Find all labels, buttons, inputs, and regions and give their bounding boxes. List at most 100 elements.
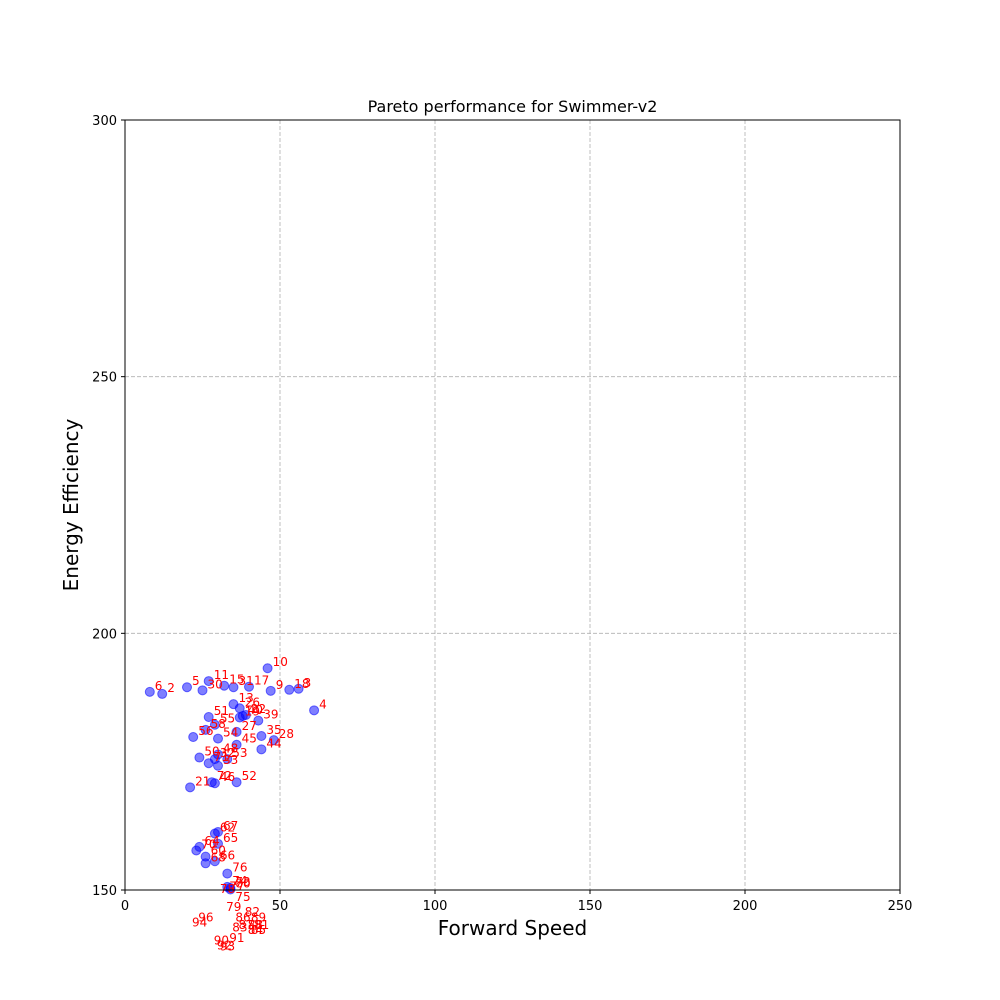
data-point [200,724,211,735]
data-point [262,663,273,674]
data-point [268,735,279,746]
point-label: 62 [220,821,235,835]
point-label: 80 [235,876,250,890]
data-point [209,719,220,730]
data-point [213,760,223,771]
point-label: 17 [254,674,269,688]
data-point [309,705,320,716]
point-label: 54 [223,726,238,740]
point-label: 64 [204,834,219,848]
point-label: 2 [167,681,175,695]
point-label: 32 [220,746,235,760]
point-label: 40 [248,703,263,717]
point-label: 84 [248,923,263,937]
y-tick-label: 250 [92,371,117,386]
data-point [213,838,223,849]
point-label: 68 [211,850,226,864]
data-point [256,731,267,741]
point-label: 58 [211,717,226,731]
point-label: 93 [220,940,235,954]
point-label: 21 [195,774,210,788]
point-label: 96 [198,910,213,924]
point-label: 39 [263,708,278,722]
point-label: 11 [214,668,229,682]
point-label: 73 [235,875,250,889]
data-point [225,884,236,895]
point-label: 76 [232,861,247,875]
data-point [203,676,214,687]
data-point [203,712,214,723]
data-point [222,754,233,765]
x-tick-label: 150 [578,899,603,914]
point-label: 74 [232,874,247,888]
point-label: 79 [226,900,241,914]
point-label: 82 [245,905,260,919]
point-label: 65 [223,831,238,845]
point-label: 51 [214,704,229,718]
data-point [231,777,242,788]
point-label: 94 [192,916,207,930]
point-label: 27 [242,719,257,733]
data-point [213,749,223,760]
point-label: 55 [220,712,235,726]
data-point [253,715,264,726]
point-label: 53 [232,746,247,760]
data-point [182,682,192,693]
data-point [191,845,202,856]
point-label: 72 [217,769,232,783]
point-label: 48 [223,741,238,755]
point-label: 30 [208,677,223,691]
point-label: 28 [279,727,294,741]
point-label: 90 [214,933,229,947]
data-point [219,680,230,691]
point-label: 52 [242,769,257,783]
point-label: 10 [273,655,288,669]
data-point [228,682,239,693]
y-axis-label: Energy Efficiency [59,418,83,591]
data-point [237,710,248,721]
data-point [231,739,242,750]
point-label: 18 [294,677,309,691]
point-label: 71 [214,750,229,764]
data-point [157,688,168,699]
x-tick-label: 100 [423,899,448,914]
point-label: 87 [239,918,254,932]
point-label: 35 [266,723,281,737]
point-label: 92 [217,939,232,953]
point-label: 88 [248,918,263,932]
data-point [144,686,155,697]
point-label: 19 [245,705,260,719]
point-label: 67 [223,819,238,833]
data-point [188,732,199,743]
point-label: 6 [155,679,163,693]
data-point [213,733,223,744]
point-label: 9 [276,678,284,692]
point-label: 70 [201,837,216,851]
data-point [265,685,276,696]
x-tick-label: 50 [272,899,289,914]
y-tick-label: 300 [92,114,117,129]
point-label: 50 [204,745,219,759]
x-tick-label: 0 [121,899,129,914]
data-point [185,782,196,793]
point-label: 3 [304,676,312,690]
data-point [206,777,217,788]
data-point [213,826,223,837]
point-label: 56 [198,724,213,738]
x-axis-label: Forward Speed [438,916,587,940]
point-label: 81 [254,918,269,932]
y-tick-label: 150 [92,884,117,899]
x-tick-label: 200 [733,899,758,914]
x-tick-label: 250 [888,899,913,914]
data-point [197,685,208,696]
point-label: 5 [192,674,200,688]
data-point [194,752,205,763]
point-label: 85 [251,923,266,937]
y-tick-label: 200 [92,627,117,642]
data-point [284,684,295,695]
data-point [222,868,233,879]
point-label: 60 [211,844,226,858]
point-label: 4 [319,697,327,711]
